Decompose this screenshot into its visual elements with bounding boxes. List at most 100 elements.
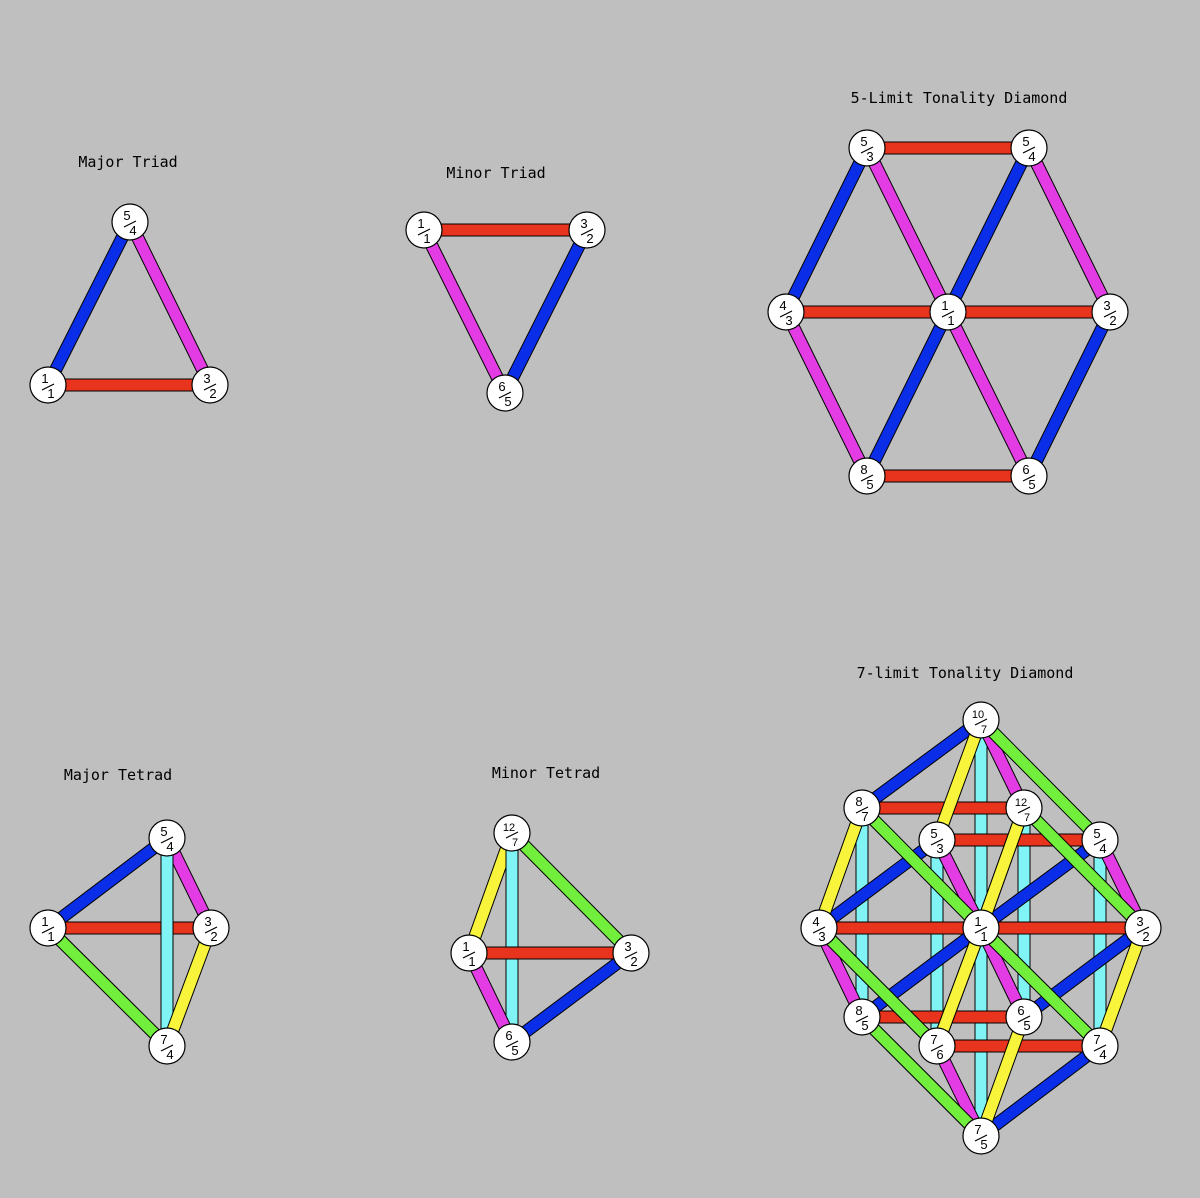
- ratio-numerator: 3: [203, 371, 210, 386]
- ratio-node-12-7: 127: [1005, 789, 1043, 827]
- ratio-node-1-1: 11: [29, 909, 67, 947]
- ratio-numerator: 5: [160, 824, 167, 839]
- node-circle: [148, 1027, 186, 1065]
- ratio-numerator: 1: [941, 298, 948, 313]
- edge-layer: [812, 714, 1150, 1142]
- node-circle: [493, 814, 531, 852]
- ratio-node-3-2: 32: [191, 366, 229, 404]
- ratio-denominator: 4: [1099, 841, 1106, 856]
- ratio-numerator: 7: [930, 1032, 937, 1047]
- edge-red-a-b: [423, 223, 588, 237]
- node-circle: [929, 293, 967, 331]
- diagram-title: Minor Tetrad: [492, 764, 600, 782]
- ratio-node-3-2: 32: [1124, 909, 1162, 947]
- ratio-node-8-5: 85: [843, 998, 881, 1036]
- ratio-node-5-4: 54: [148, 819, 186, 857]
- edge-red-n53-n54: [866, 141, 1030, 155]
- edge-layer: [779, 141, 1117, 483]
- fraction-bar: [930, 1044, 944, 1052]
- ratio-denominator: 2: [630, 954, 637, 969]
- fraction-bar: [41, 926, 55, 934]
- node-circle: [848, 129, 886, 167]
- ratio-node-8-5: 85: [848, 457, 886, 495]
- node-circle: [405, 211, 443, 249]
- fraction-bar: [1136, 926, 1150, 934]
- ratio-node-6-5: 65: [486, 374, 524, 412]
- ratio-numerator: 3: [624, 939, 631, 954]
- node-circle: [918, 821, 956, 859]
- ratio-denominator: 4: [1099, 1047, 1106, 1062]
- fraction-bar: [941, 310, 955, 318]
- ratio-node-10-7: 107: [962, 701, 1000, 739]
- ratio-denominator: 5: [980, 1137, 987, 1152]
- diagram-title: 5-Limit Tonality Diamond: [851, 89, 1068, 107]
- ratio-node-1-1: 11: [405, 211, 443, 249]
- diagram-major-triad: Major Triad 54 11 32: [29, 153, 229, 404]
- diagram-title: 7-limit Tonality Diamond: [857, 664, 1074, 682]
- ratio-numerator: 5: [1022, 134, 1029, 149]
- ratio-numerator: 3: [204, 914, 211, 929]
- edge-cyan-n54-n74: [1093, 839, 1107, 1047]
- ratio-denominator: 5: [1028, 477, 1035, 492]
- fraction-bar: [417, 228, 431, 236]
- ratio-numerator: 7: [160, 1032, 167, 1047]
- node-circle: [1124, 909, 1162, 947]
- fraction-bar: [930, 838, 944, 846]
- edge-red-n43-n11: [818, 921, 982, 935]
- ratio-numerator: 1: [417, 216, 424, 231]
- ratio-node-3-2: 32: [1091, 293, 1129, 331]
- ratio-denominator: 7: [981, 724, 987, 736]
- ratio-node-7-4: 74: [148, 1027, 186, 1065]
- ratio-denominator: 4: [1028, 149, 1035, 164]
- node-layer: 11 32 65: [405, 211, 606, 412]
- node-circle: [29, 909, 67, 947]
- node-circle: [29, 366, 67, 404]
- edge-red-n85-n65: [866, 469, 1030, 483]
- fraction-bar: [1022, 146, 1036, 154]
- ratio-denominator: 5: [1023, 1018, 1030, 1033]
- fraction-bar: [498, 391, 512, 399]
- ratio-denominator: 5: [861, 1018, 868, 1033]
- fraction-bar: [160, 1044, 174, 1052]
- fraction-bar: [462, 951, 476, 959]
- ratio-node-6-5: 65: [493, 1023, 531, 1061]
- ratio-denominator: 1: [980, 929, 987, 944]
- ratio-numerator: 6: [1022, 462, 1029, 477]
- fraction-bar: [123, 220, 137, 228]
- ratio-node-5-4: 54: [1010, 129, 1048, 167]
- ratio-numerator: 8: [855, 1003, 862, 1018]
- ratio-node-4-3: 43: [800, 909, 838, 947]
- ratio-node-12-7: 127: [493, 814, 531, 852]
- ratio-node-3-2: 32: [568, 211, 606, 249]
- ratio-denominator: 2: [1142, 929, 1149, 944]
- ratio-node-6-5: 65: [1010, 457, 1048, 495]
- ratio-denominator: 1: [47, 929, 54, 944]
- node-circle: [148, 819, 186, 857]
- fraction-bar: [974, 1134, 988, 1142]
- ratio-node-5-4: 54: [111, 203, 149, 241]
- ratio-numerator: 12: [503, 822, 515, 834]
- fraction-bar: [1022, 474, 1036, 482]
- ratio-numerator: 8: [860, 462, 867, 477]
- ratio-numerator: 3: [1103, 298, 1110, 313]
- ratio-numerator: 10: [972, 709, 984, 721]
- fraction-bar: [860, 146, 874, 154]
- node-circle: [767, 293, 805, 331]
- ratio-denominator: 5: [866, 477, 873, 492]
- node-circle: [1005, 998, 1043, 1036]
- node-circle: [486, 374, 524, 412]
- fraction-bar: [505, 1040, 519, 1048]
- edge-cyan-n127-n65: [505, 832, 519, 1043]
- node-circle: [1010, 129, 1048, 167]
- edge-layer: [417, 223, 594, 397]
- ratio-node-5-4: 54: [1081, 821, 1119, 859]
- ratio-node-1-1: 11: [29, 366, 67, 404]
- fraction-bar: [1017, 1015, 1031, 1023]
- node-circle: [191, 366, 229, 404]
- ratio-denominator: 1: [47, 386, 54, 401]
- node-circle: [962, 1117, 1000, 1155]
- ratio-denominator: 5: [511, 1043, 518, 1058]
